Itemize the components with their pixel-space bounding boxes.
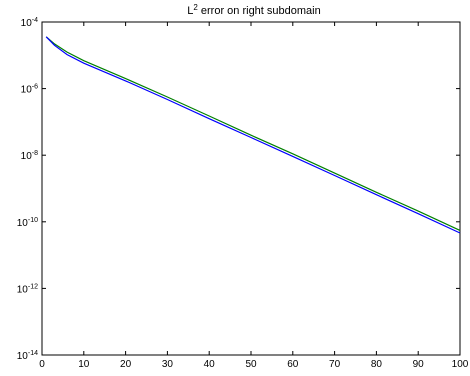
plot-area xyxy=(41,21,461,356)
chart-title: L2 error on right subdomain xyxy=(187,3,320,17)
y-tick-base: 10 xyxy=(21,151,33,162)
series-line-1 xyxy=(45,36,461,234)
y-tick-label: 10-4 xyxy=(21,17,38,29)
y-tick-exp: -10 xyxy=(28,217,38,224)
x-tick-label: 80 xyxy=(371,359,383,370)
y-tick-label: 10-8 xyxy=(21,150,38,162)
chart-title-rest: error on right subdomain xyxy=(198,5,321,17)
x-tick-label: 70 xyxy=(329,359,341,370)
y-tick-exp: -14 xyxy=(28,350,38,357)
y-tick-label: 10-14 xyxy=(17,350,38,362)
x-tick-label: 40 xyxy=(204,359,216,370)
y-tick-base: 10 xyxy=(17,351,29,362)
y-tick-label: 10-10 xyxy=(17,217,38,229)
chart-title-sup: 2 xyxy=(193,3,198,12)
x-tick-label: 90 xyxy=(413,359,425,370)
series-layer xyxy=(45,36,461,234)
y-tick-label: 10-6 xyxy=(21,84,38,96)
y-tick-exp: -6 xyxy=(32,84,38,91)
x-tick-label: 10 xyxy=(78,359,90,370)
y-tick-base: 10 xyxy=(21,18,33,29)
y-tick-label: 10-12 xyxy=(17,283,38,295)
x-tick-label: 50 xyxy=(245,359,257,370)
y-tick-exp: -8 xyxy=(32,150,38,157)
y-tick-exp: -12 xyxy=(28,283,38,290)
y-tick-base: 10 xyxy=(21,85,33,96)
x-tick-label: 20 xyxy=(120,359,132,370)
y-tick-exp: -4 xyxy=(32,17,38,24)
y-tick-base: 10 xyxy=(17,284,29,295)
x-axis: 0 10 20 30 40 50 60 70 80 90 100 xyxy=(39,22,469,370)
chart-title-base: L xyxy=(187,5,193,17)
y-tick-base: 10 xyxy=(17,218,29,229)
x-tick-label: 0 xyxy=(39,359,45,370)
x-tick-label: 100 xyxy=(452,359,469,370)
series-line-0 xyxy=(45,36,461,231)
x-tick-label: 60 xyxy=(287,359,299,370)
x-tick-label: 30 xyxy=(162,359,174,370)
